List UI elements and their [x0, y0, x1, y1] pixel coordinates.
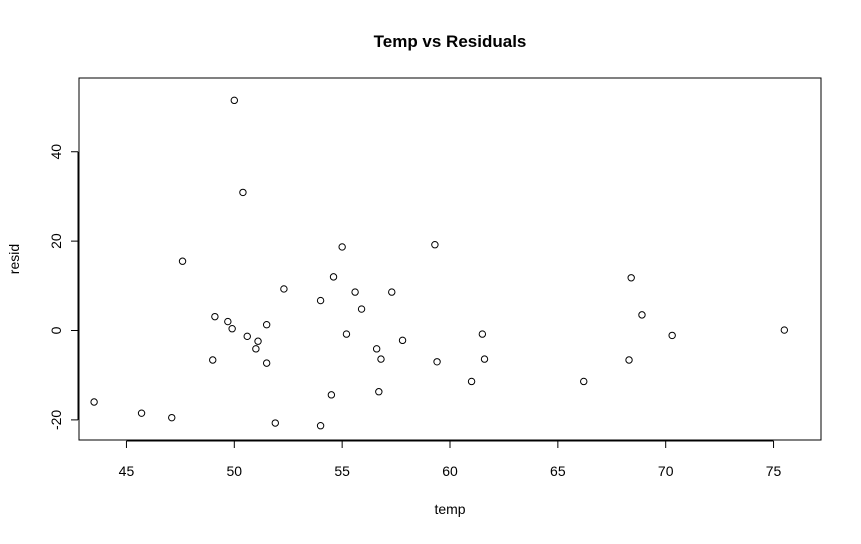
- data-point: [230, 96, 239, 105]
- x-tick-label: 75: [766, 463, 782, 479]
- data-point: [239, 188, 247, 197]
- data-point: [638, 311, 646, 319]
- data-point: [433, 358, 441, 366]
- data-point: [388, 288, 396, 296]
- y-tick-label: 20: [48, 233, 64, 249]
- data-point: [431, 240, 439, 249]
- data-point: [377, 355, 385, 363]
- data-point: [224, 317, 232, 326]
- data-point: [252, 345, 260, 353]
- data-point: [329, 273, 338, 281]
- data-point: [262, 320, 271, 329]
- y-tick-label: 40: [48, 144, 64, 160]
- data-point: [351, 288, 359, 296]
- x-tick-label: 50: [227, 463, 243, 479]
- data-point: [357, 305, 366, 313]
- data-point: [316, 421, 325, 430]
- x-axis-label: temp: [434, 501, 465, 517]
- data-point: [211, 312, 219, 321]
- y-axis: -20 0 20 40: [48, 144, 79, 430]
- data-point: [271, 419, 279, 427]
- data-point: [625, 356, 633, 364]
- data-point: [280, 285, 288, 293]
- data-point: [372, 345, 381, 353]
- data-point: [467, 377, 476, 386]
- data-point: [262, 359, 271, 367]
- data-point: [327, 391, 336, 399]
- y-axis-label: resid: [6, 244, 22, 274]
- data-point: [228, 325, 236, 333]
- data-points: [90, 96, 789, 430]
- data-point: [338, 243, 346, 251]
- data-point: [137, 409, 146, 417]
- x-tick-label: 65: [550, 463, 566, 479]
- x-axis: 45 50 55 60 65 70 75: [119, 440, 782, 479]
- data-point: [168, 413, 176, 422]
- data-point: [178, 257, 187, 265]
- data-point: [627, 274, 635, 282]
- data-point: [480, 355, 489, 363]
- data-point: [342, 330, 351, 338]
- data-point: [90, 398, 98, 406]
- y-tick-label: 0: [48, 326, 64, 334]
- data-point: [580, 377, 588, 386]
- x-tick-label: 60: [442, 463, 458, 479]
- data-point: [316, 296, 325, 305]
- plot-frame: [78, 77, 822, 441]
- data-point: [209, 356, 217, 364]
- y-tick-label: -20: [48, 410, 64, 430]
- data-point: [254, 337, 262, 345]
- data-point: [668, 331, 676, 340]
- data-point: [243, 332, 251, 341]
- chart-title: Temp vs Residuals: [374, 32, 527, 51]
- data-point: [375, 388, 383, 396]
- x-tick-label: 45: [119, 463, 135, 479]
- x-tick-label: 70: [658, 463, 674, 479]
- data-point: [478, 330, 487, 338]
- x-tick-label: 55: [334, 463, 350, 479]
- data-point: [780, 326, 789, 334]
- data-point: [398, 336, 407, 345]
